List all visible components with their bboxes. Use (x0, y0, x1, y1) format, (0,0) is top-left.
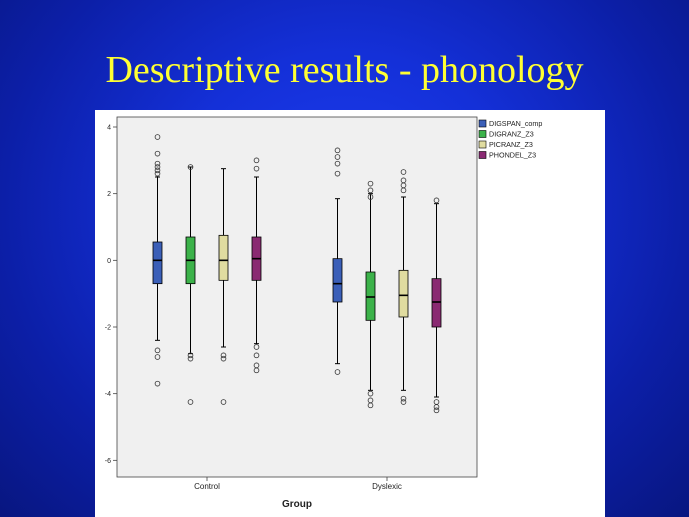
box-DIGSPAN_comp-Dyslexic (332, 147, 343, 375)
iqr-box (332, 258, 343, 303)
slide-title: Descriptive results - phonology (105, 49, 584, 91)
x-axis: Control Dyslexic (194, 477, 402, 491)
outlier-point (154, 164, 161, 170)
box-PICRANZ_Z3-Dyslexic (398, 169, 409, 405)
outlier-point (433, 404, 440, 410)
iqr-box (152, 241, 163, 285)
iqr-box (398, 269, 409, 318)
iqr-box (218, 234, 229, 281)
iqr-box (365, 271, 376, 321)
boxplot-chart: -6 -4 -2 0 2 4 Control Dyslexic Group DIGSPAN_… (95, 110, 605, 517)
legend-label: DIGSPAN_comp (489, 119, 542, 128)
outlier-point (433, 407, 440, 414)
outlier-point (187, 164, 194, 170)
box-PHONDEL_Z3-Dyslexic (431, 197, 442, 414)
outlier-point (367, 194, 374, 200)
plot-area (116, 116, 478, 478)
box-DIGRANZ_Z3-Dyslexic (365, 180, 376, 409)
box-PHONDEL_Z3-Control (251, 157, 262, 374)
box-series-group (152, 134, 442, 414)
outlier-point (334, 369, 341, 375)
outlier-point (220, 352, 227, 359)
legend-label: PHONDEL_Z3 (489, 151, 536, 160)
x-axis-title: Group (282, 499, 312, 510)
outlier-point (187, 352, 194, 359)
outlier-point (400, 399, 407, 405)
x-tick-label: Dyslexic (372, 482, 402, 491)
outlier-point (334, 147, 341, 154)
legend-swatch (478, 119, 487, 128)
y-tick-label: -4 (105, 391, 111, 398)
outlier-point (334, 160, 341, 167)
outlier-point (367, 390, 374, 397)
outlier-point (154, 354, 161, 360)
outlier-point (253, 352, 260, 359)
outlier-point (187, 355, 194, 362)
chart-svg: -6 -4 -2 0 2 4 Control Dyslexic Group DIGSPAN_… (105, 116, 542, 510)
outlier-point (154, 134, 161, 140)
outlier-point (433, 197, 440, 204)
legend-label: DIGRANZ_Z3 (489, 130, 534, 139)
x-tick-label: Control (194, 482, 220, 491)
legend-swatch (478, 140, 487, 149)
y-tick-label: 2 (107, 191, 111, 198)
legend-swatch (478, 151, 487, 159)
iqr-box (431, 278, 442, 328)
box-PICRANZ_Z3-Control (218, 168, 229, 405)
legend-swatch (478, 130, 487, 138)
outlier-point (154, 167, 161, 174)
outlier-point (154, 170, 161, 177)
outlier-point (367, 187, 374, 194)
outlier-point (253, 157, 260, 164)
outlier-point (220, 399, 227, 405)
outlier-point (400, 187, 407, 194)
outlier-point (334, 154, 341, 160)
y-axis: -6 -4 -2 0 2 4 (105, 125, 117, 465)
y-tick-label: -6 (105, 458, 111, 465)
box-DIGRANZ_Z3-Control (185, 164, 196, 405)
outlier-point (154, 347, 161, 354)
y-tick-label: 0 (107, 258, 111, 265)
outlier-point (220, 355, 227, 362)
outlier-point (253, 165, 260, 172)
box-DIGSPAN_comp-Control (152, 134, 163, 387)
outlier-point (367, 402, 374, 409)
legend-label: PICRANZ_Z3 (489, 140, 533, 149)
outlier-point (253, 367, 260, 374)
outlier-point (253, 344, 260, 350)
outlier-point (187, 399, 194, 405)
y-tick-label: -2 (105, 325, 111, 332)
outlier-point (400, 395, 407, 402)
y-tick-label: 4 (107, 125, 111, 132)
outlier-point (400, 169, 407, 175)
outlier-point (334, 170, 341, 177)
outlier-point (154, 160, 161, 167)
outlier-point (367, 180, 374, 187)
outlier-point (154, 150, 161, 157)
outlier-point (154, 380, 161, 387)
